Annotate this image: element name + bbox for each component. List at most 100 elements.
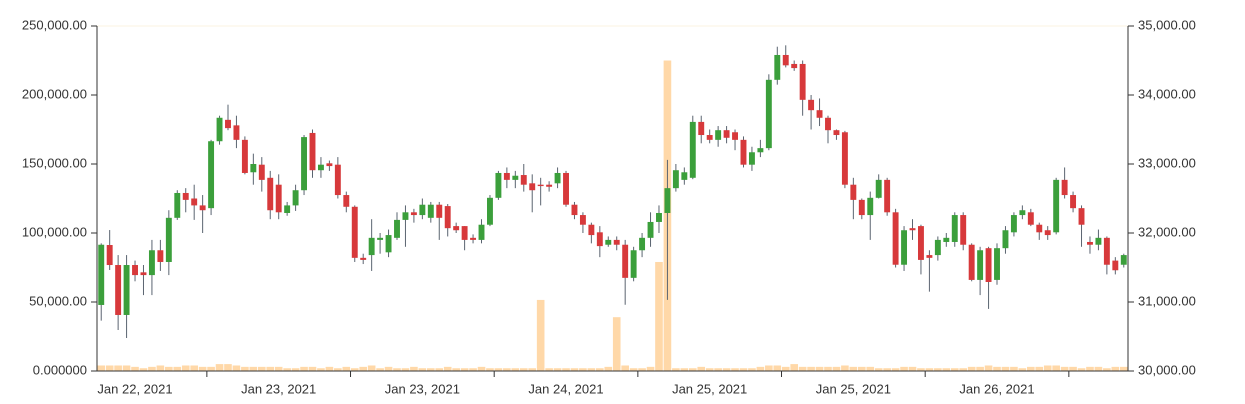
volume-bar <box>165 366 173 371</box>
candle-body <box>689 121 696 178</box>
candle-body <box>453 226 460 231</box>
candle-body <box>977 250 984 280</box>
candle-body <box>858 199 865 216</box>
y2-tick-label: 35,000.00 <box>1138 17 1196 32</box>
volume-bar <box>646 366 655 371</box>
volume-bar <box>494 368 503 371</box>
volume-bar <box>773 365 782 371</box>
candle-body <box>368 237 375 256</box>
candle-body <box>588 224 595 236</box>
candle-body <box>917 226 924 260</box>
volume-bar <box>131 366 139 371</box>
volume-bar <box>722 368 731 371</box>
candle-body <box>706 135 713 140</box>
volume-bar <box>832 366 841 371</box>
candle-body <box>478 224 485 240</box>
x-tick-label: Jan 25, 2021 <box>672 381 747 396</box>
candle-body <box>656 212 662 222</box>
candle-body <box>123 265 130 315</box>
volume-bar <box>891 368 900 371</box>
x-tick-label: Jan 24, 2021 <box>528 381 603 396</box>
candle-body <box>841 132 848 185</box>
candle-body <box>427 204 434 218</box>
candle-body <box>115 265 122 315</box>
volume-bar <box>460 368 469 371</box>
volume-bar <box>477 366 486 371</box>
y-tick-label: 100,000.00 <box>22 224 87 239</box>
candle-body <box>1036 224 1043 233</box>
y2-tick-label: 33,000.00 <box>1138 155 1196 170</box>
volume-bar <box>418 368 427 371</box>
candle-body <box>1120 255 1127 265</box>
candle-body <box>926 255 933 258</box>
volume-bar <box>359 366 368 371</box>
candle-body <box>317 164 324 171</box>
candle-body <box>901 230 908 265</box>
volume-bar <box>105 365 114 371</box>
candle-body <box>825 117 831 131</box>
volume-bar <box>781 366 790 371</box>
candle-body <box>106 245 113 266</box>
candle-body <box>723 130 730 138</box>
candle-body <box>892 212 899 265</box>
candle-body <box>1087 241 1093 245</box>
candle-body <box>681 172 688 180</box>
volume-bar <box>925 368 934 371</box>
volume-bar <box>655 261 663 371</box>
candle-body <box>799 63 806 100</box>
candle-body <box>436 204 443 218</box>
volume-bar <box>114 365 122 371</box>
volume-bar <box>317 368 325 371</box>
y2-tick-label: 31,000.00 <box>1138 293 1196 308</box>
volume-bar <box>528 368 537 371</box>
volume-bar <box>748 368 756 371</box>
candle-body <box>191 198 198 206</box>
volume-bar <box>367 365 376 371</box>
volume-bar <box>1119 366 1128 371</box>
candle-body <box>808 99 815 111</box>
volume-bar <box>579 368 587 371</box>
volume-bar <box>596 368 604 371</box>
candle-body <box>672 170 679 189</box>
y2-tick-label: 30,000.00 <box>1138 362 1196 377</box>
candle-body <box>715 130 722 140</box>
volume-bar <box>866 366 875 371</box>
candle-body <box>1078 208 1085 225</box>
candle-body <box>334 164 341 196</box>
volume-bar <box>342 366 351 371</box>
volume-bar <box>486 368 494 371</box>
volume-bar <box>291 368 300 371</box>
volume-bar <box>798 366 807 371</box>
candle-body <box>605 239 612 245</box>
candle-body <box>563 172 569 205</box>
volume-bar <box>1060 366 1069 371</box>
volume-bar <box>680 368 689 371</box>
candle-body <box>1044 230 1051 236</box>
volume-bar <box>384 366 393 371</box>
volume-bar <box>967 366 976 371</box>
candle-body <box>394 219 400 238</box>
candle-body <box>546 184 553 187</box>
candle-body <box>267 177 274 211</box>
volume-bar <box>874 368 883 371</box>
volume-bar <box>519 368 528 371</box>
candle-body <box>487 197 493 225</box>
volume-bar <box>1027 366 1035 371</box>
volume-bar <box>1086 366 1094 371</box>
volume-bar <box>401 368 410 371</box>
volume-bar <box>469 368 477 371</box>
volume-bar <box>934 368 942 371</box>
candle-body <box>1103 237 1110 265</box>
candle-body <box>529 183 536 191</box>
volume-bar <box>604 366 613 371</box>
candle-body <box>98 244 105 305</box>
candle-body <box>140 272 147 276</box>
candle-body <box>174 192 181 218</box>
volume-bar <box>900 366 908 371</box>
candle-body <box>309 132 316 171</box>
volume-bar <box>629 368 638 371</box>
candle-body <box>647 221 654 238</box>
volume-bar <box>942 368 951 371</box>
candle-body <box>470 237 477 240</box>
candle-body <box>148 250 155 276</box>
